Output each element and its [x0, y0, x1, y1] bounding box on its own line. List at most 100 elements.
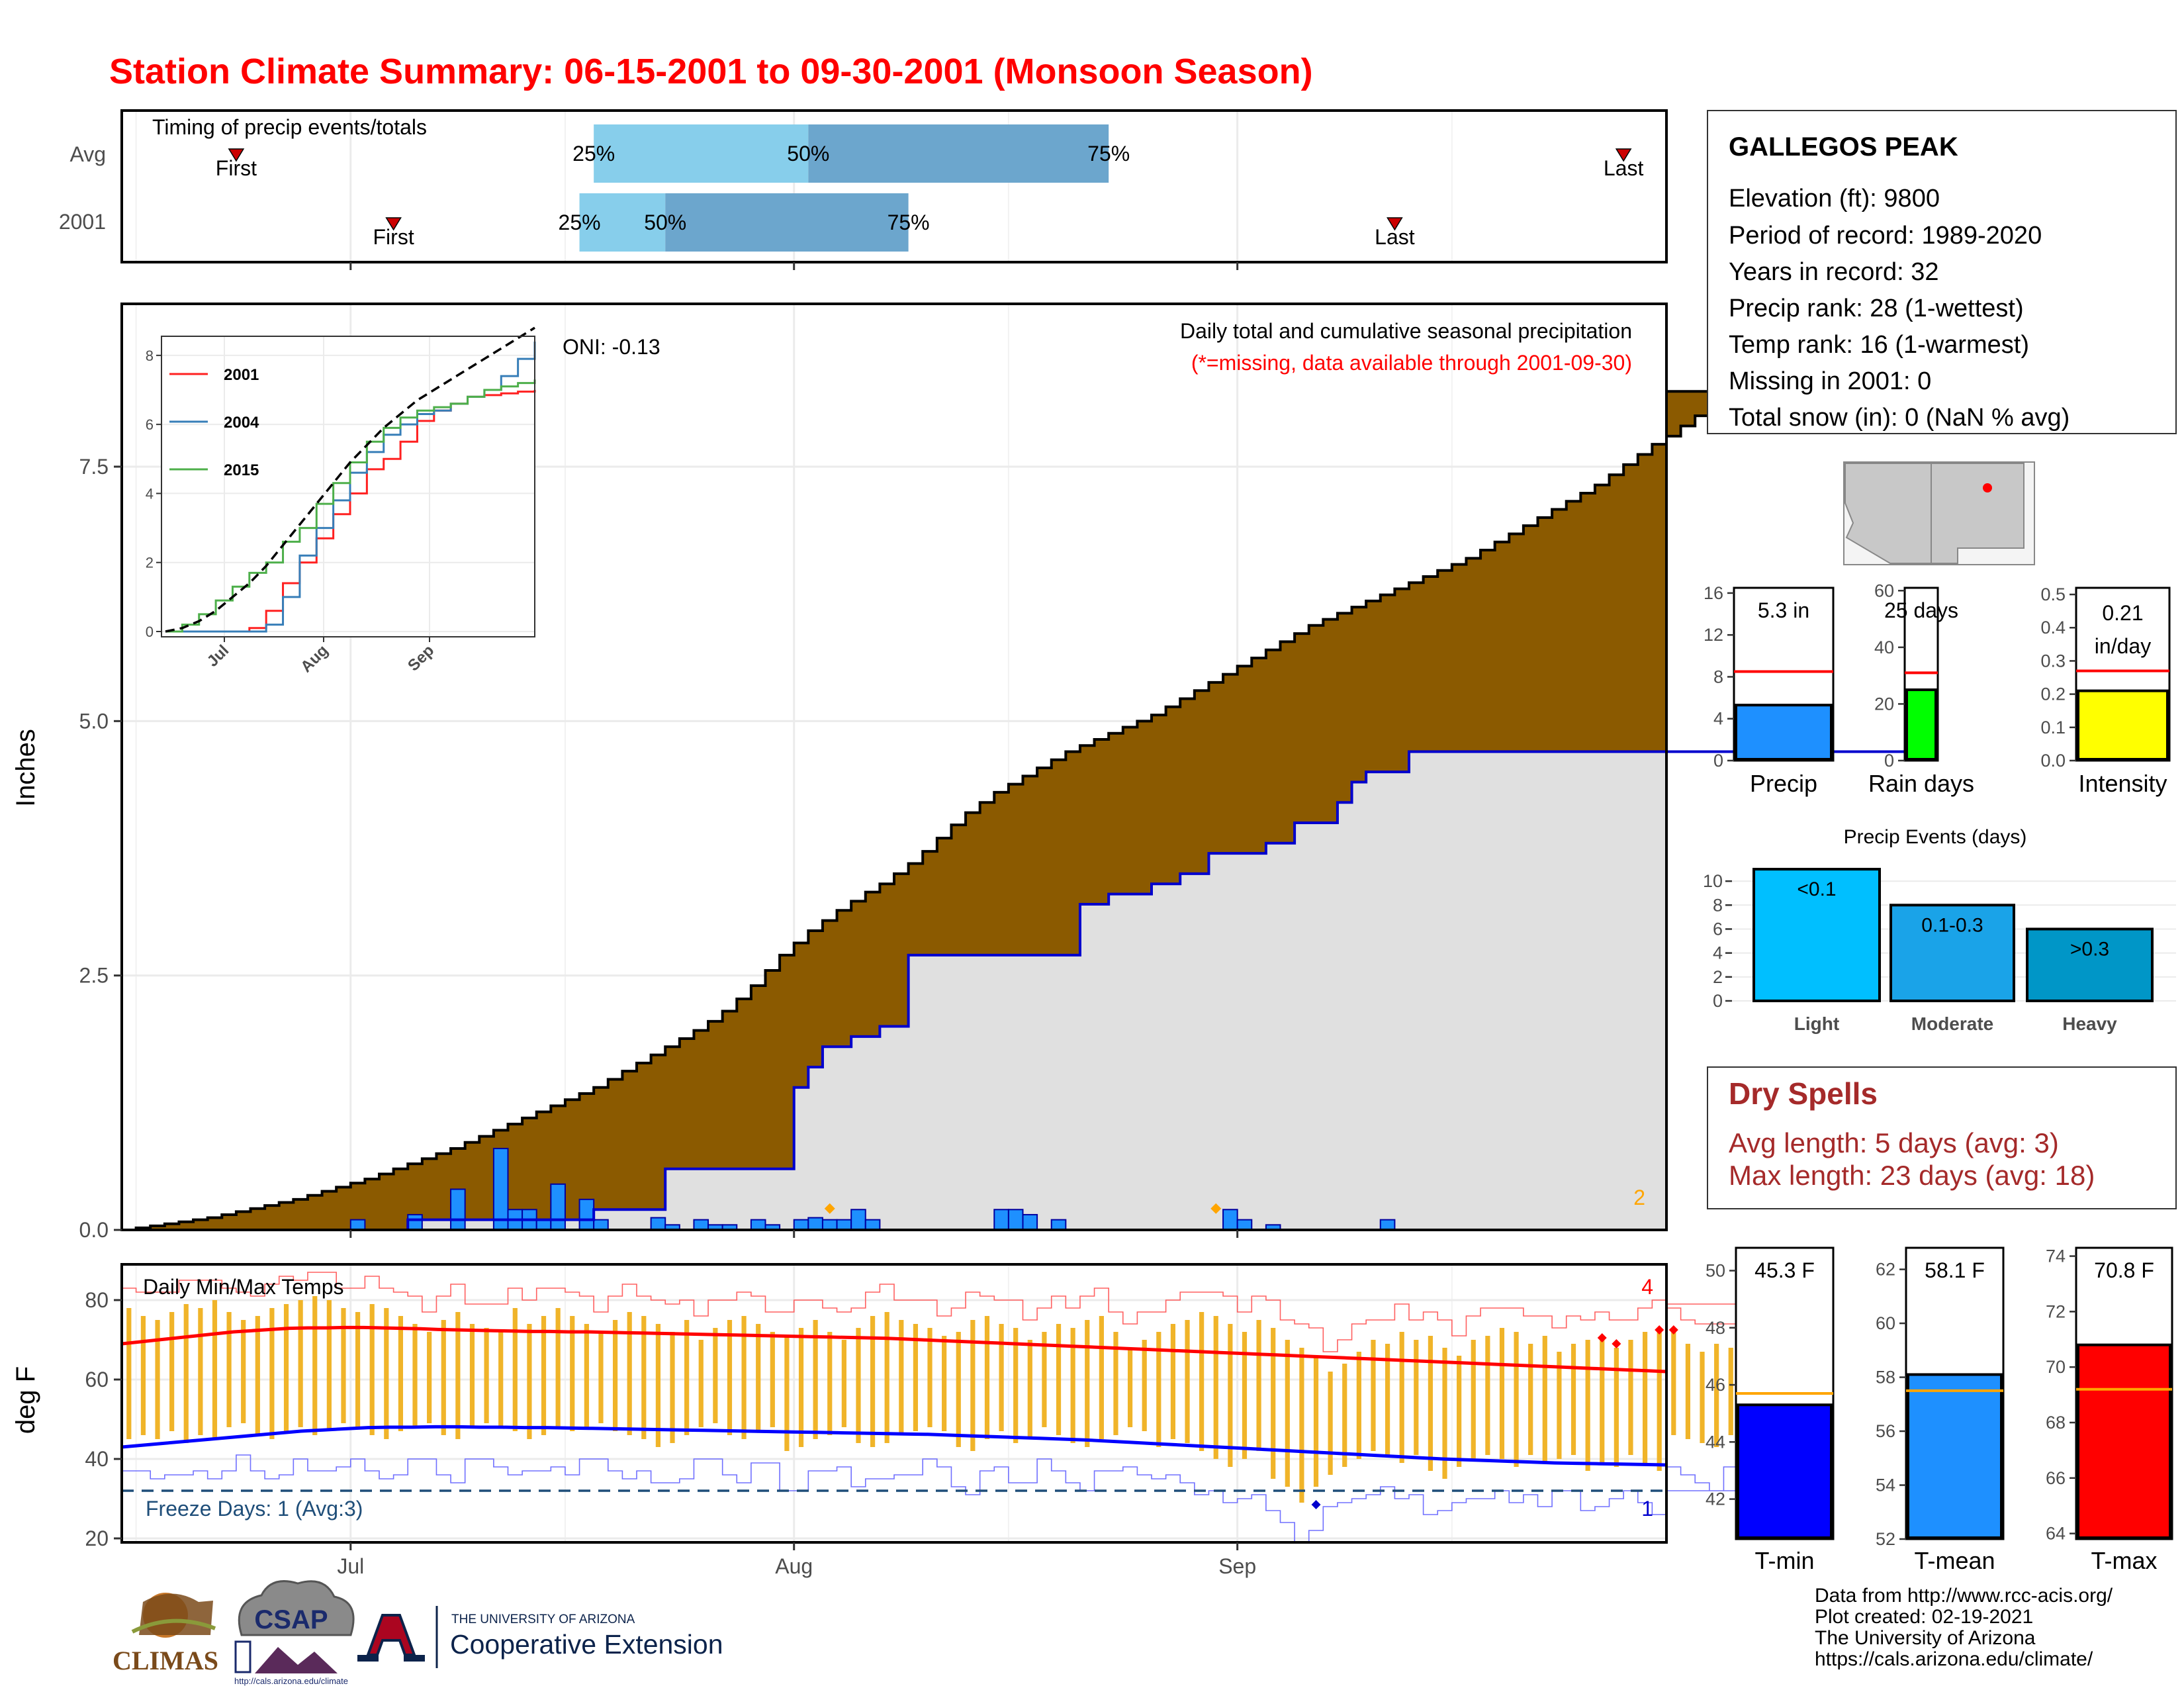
first-event-label: First — [216, 156, 257, 180]
daily-temp-bar — [241, 1320, 246, 1423]
daily-temp-bar — [698, 1340, 704, 1427]
daily-temp-bar — [798, 1328, 804, 1447]
daily-temp-bar — [784, 1336, 790, 1451]
daily-temp-bar — [1099, 1316, 1104, 1439]
precip-y-label: Inches — [11, 729, 40, 807]
mini-chart-y-tick-label: 48 — [1706, 1318, 1725, 1338]
mini-chart-y-tick-label: 64 — [2046, 1524, 2066, 1544]
precip-y-axis: 0.0 2.5 5.0 7.5 — [79, 455, 1239, 1242]
mini-chart-value-bar — [1737, 1403, 1833, 1539]
mini-chart-y-tick-label: 0.3 — [2040, 651, 2066, 671]
daily-precip-bar — [793, 1219, 809, 1231]
daily-temp-bar — [1042, 1332, 1047, 1427]
precip-events-y-axis: 0 2 4 6 8 10 — [1703, 871, 1732, 1011]
station-location-dot — [1983, 483, 1992, 492]
timing-label-q50: 50% — [644, 211, 686, 234]
daily-temp-bar — [1628, 1340, 1633, 1455]
daily-temp-bar — [612, 1320, 618, 1431]
csap-logo-url: http://cals.arizona.edu/climate — [234, 1676, 348, 1686]
daily-precip-bar — [550, 1183, 566, 1231]
last-event-marker — [1387, 217, 1403, 231]
station-precip-rank: Precip rank: 28 (1-wettest) — [1729, 295, 2024, 322]
month-x-tick-label: Aug — [775, 1554, 813, 1578]
mini-chart-category-label: T-mean — [1914, 1547, 1995, 1574]
station-elevation: Elevation (ft): 9800 — [1729, 185, 1940, 212]
daily-temp-bar — [369, 1304, 375, 1435]
temp-y-tick-label: 60 — [85, 1368, 109, 1391]
daily-temp-bar — [1271, 1328, 1276, 1479]
precip-event-category-label: Heavy — [2062, 1013, 2117, 1034]
daily-temp-bar — [441, 1320, 446, 1435]
timing-label-q75: 75% — [1087, 142, 1130, 165]
inset-legend-label: 2004 — [224, 414, 259, 432]
month-x-axis: Jul Aug Sep — [337, 1542, 1256, 1578]
daily-temp-bar — [1113, 1332, 1118, 1435]
mini-chart-y-tick-label: 62 — [1876, 1260, 1895, 1280]
daily-temp-bar — [412, 1324, 418, 1427]
precip-event-bar — [1889, 904, 2015, 1002]
daily-temp-bar — [1585, 1340, 1590, 1471]
dry-spells-frame — [1707, 1066, 2177, 1209]
daily-precip-bar — [993, 1209, 1009, 1231]
mini-chart-y-tick-label: 52 — [1876, 1529, 1895, 1549]
tmax-record-line — [122, 1272, 1768, 1352]
inset-grid — [161, 336, 535, 637]
daily-temp-bar — [1027, 1340, 1032, 1439]
climas-logo-mark — [139, 1593, 213, 1635]
mini-chart-category-label: T-min — [1755, 1547, 1815, 1574]
last-event-label: Last — [1375, 225, 1415, 249]
ua-logo-base-right — [404, 1655, 425, 1662]
daily-temp-bar — [1442, 1348, 1447, 1479]
daily-temp-bar — [1399, 1332, 1404, 1463]
mini-chart-y-tick-label: 58 — [1876, 1368, 1895, 1387]
daily-temp-bar — [970, 1320, 976, 1451]
daily-temp-bar — [1328, 1372, 1333, 1475]
daily-temp-bar — [355, 1312, 361, 1427]
mini-chart-y-tick-label: 4 — [1713, 709, 1723, 729]
mini-chart-y-tick-label: 46 — [1706, 1375, 1725, 1395]
credit-university: The University of Arizona — [1815, 1627, 2036, 1649]
mini-chart-y-tick-label: 8 — [1713, 667, 1723, 686]
last-event-marker — [1615, 148, 1632, 162]
timing-bars: 25% 50% 75% First Last 25% 50% 75% First Last — [216, 124, 1644, 252]
daily-temp-bar — [512, 1308, 518, 1431]
mini-chart-category-label: Rain days — [1868, 770, 1974, 797]
mini-chart-value-bar — [2077, 689, 2169, 761]
inset-series-line — [165, 326, 535, 633]
daily-temp-bar — [255, 1316, 260, 1435]
daily-temp-bar — [212, 1300, 218, 1439]
daily-temp-bar — [283, 1304, 289, 1431]
daily-temp-bar — [1570, 1344, 1576, 1455]
precip-panel-frame — [120, 303, 1668, 1231]
mini-chart-y-tick-label: 0.1 — [2040, 718, 2066, 737]
daily-temp-bar — [183, 1304, 189, 1443]
temp-y-label: deg F — [11, 1366, 40, 1434]
precip-events-chart: Precip Events (days) <0.1 Light 0.1-0.3 Mod… — [1703, 826, 2176, 1034]
daily-temp-bar — [1714, 1344, 1719, 1447]
first-event-marker — [228, 148, 245, 162]
daily-precip-bar — [850, 1209, 866, 1231]
temp-y-tick-label: 80 — [85, 1288, 109, 1312]
data-credits: Data from http://www.rcc-acis.org/ Plot … — [1815, 1585, 2113, 1670]
daily-temp-bar — [984, 1316, 990, 1439]
timing-label-q50: 50% — [787, 142, 829, 165]
daily-temp-bar — [1414, 1340, 1419, 1455]
daily-temp-bar — [713, 1328, 718, 1423]
daily-temp-bar — [841, 1340, 846, 1427]
daily-precip-bar — [407, 1213, 423, 1231]
daily-temp-bar — [727, 1320, 733, 1435]
precip-events-bars: <0.1 Light 0.1-0.3 Moderate >0.3 Heavy — [1752, 868, 2154, 1034]
new-mexico-shape — [1931, 463, 2025, 564]
daily-temp-bar — [1242, 1332, 1248, 1459]
daily-temp-bar — [1285, 1340, 1290, 1487]
daily-temp-bar — [670, 1332, 675, 1443]
daily-temp-bar — [1070, 1328, 1075, 1443]
daily-temp-bar — [999, 1324, 1004, 1431]
daily-temp-bar — [1700, 1352, 1705, 1443]
ua-logo: THE UNIVERSITY OF ARIZONA Cooperative Ex… — [357, 1606, 723, 1668]
station-info-frame — [1707, 110, 2177, 434]
missing-markers — [824, 1203, 1222, 1214]
daily-temp-bar — [913, 1324, 919, 1431]
